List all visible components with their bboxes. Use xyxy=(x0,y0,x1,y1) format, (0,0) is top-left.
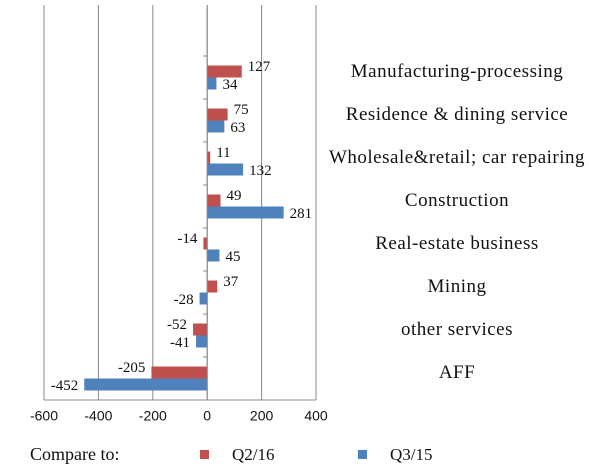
category-label: Real-estate business xyxy=(375,232,539,254)
value-label: 11 xyxy=(216,145,230,161)
value-label: 34 xyxy=(222,77,238,93)
bar xyxy=(207,206,284,219)
value-label: 281 xyxy=(290,206,313,222)
value-label: 75 xyxy=(234,102,249,118)
bar xyxy=(207,249,220,262)
value-label: 37 xyxy=(223,274,239,290)
x-tick-label: -200 xyxy=(139,408,167,424)
value-label: -205 xyxy=(118,360,146,376)
x-tick-label: -600 xyxy=(30,408,58,424)
bar xyxy=(84,378,208,391)
bar xyxy=(207,194,221,207)
category-label: Wholesale&retail; car repairing xyxy=(328,146,586,168)
bar xyxy=(196,335,208,348)
x-tick-label: 400 xyxy=(304,408,328,424)
category-label: Residence & dining service xyxy=(345,103,569,125)
bar xyxy=(207,108,228,121)
legend-title: Compare to: xyxy=(30,444,119,464)
category-label: Construction xyxy=(404,189,510,211)
value-label: 127 xyxy=(248,59,271,75)
legend-swatch xyxy=(358,450,367,459)
bar xyxy=(193,323,208,336)
category-label: Manufacturing-processing xyxy=(350,60,564,82)
bar xyxy=(207,120,225,133)
value-label: 49 xyxy=(227,188,242,204)
bar xyxy=(207,77,217,90)
category-label: AFF xyxy=(438,361,476,383)
bar xyxy=(207,163,244,176)
x-tick-label: 0 xyxy=(203,408,211,424)
bar xyxy=(199,292,208,305)
value-label: 45 xyxy=(225,249,240,265)
x-tick-label: 200 xyxy=(250,408,274,424)
legend-label: Q2/16 xyxy=(232,445,275,464)
value-label: -452 xyxy=(51,378,79,394)
bar xyxy=(207,151,211,164)
bar xyxy=(203,237,208,250)
legend-swatch xyxy=(200,450,209,459)
value-label: -28 xyxy=(174,292,194,308)
bar xyxy=(207,280,218,293)
bar xyxy=(151,366,208,379)
x-tick-label: -400 xyxy=(84,408,112,424)
value-label: 132 xyxy=(249,163,272,179)
legend-label: Q3/15 xyxy=(390,445,433,464)
value-label: -14 xyxy=(177,231,197,247)
category-label: Mining xyxy=(427,275,487,297)
bar xyxy=(207,65,242,78)
value-label: -52 xyxy=(167,317,187,333)
value-label: -41 xyxy=(170,335,190,351)
value-label: 63 xyxy=(230,120,245,136)
category-label: other services xyxy=(401,318,513,340)
